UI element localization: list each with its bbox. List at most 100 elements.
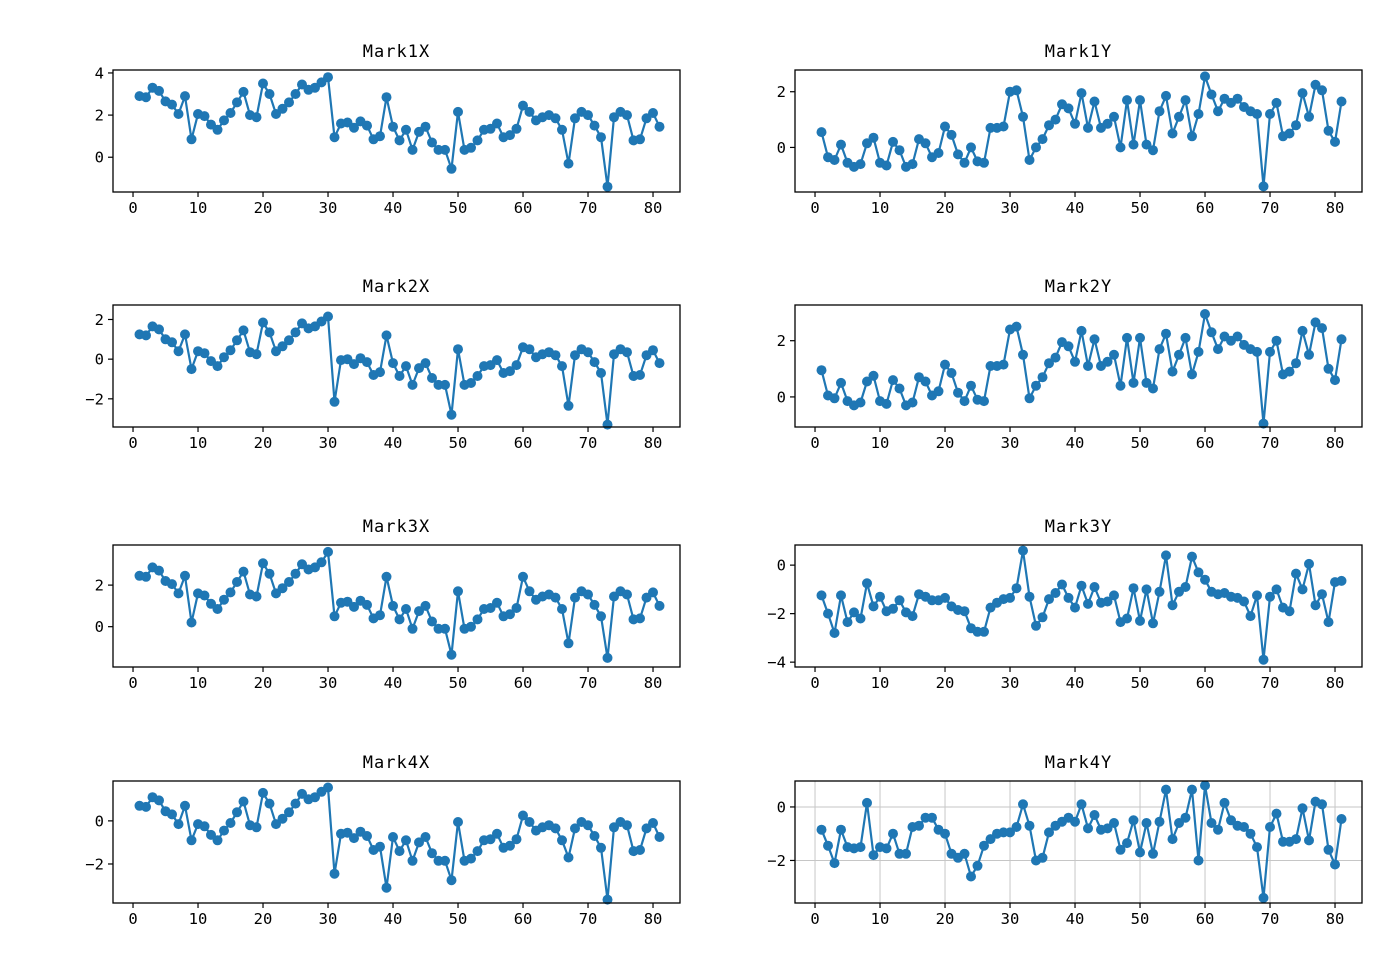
data-point-marker (1148, 848, 1158, 859)
chart-svg-mark2y: 0 10 20 30 40 50 60 70 80 0 2 (777, 304, 1363, 452)
data-point-marker (635, 134, 645, 145)
data-point-marker (420, 121, 431, 132)
data-point-marker (453, 106, 463, 117)
data-point-marker (1336, 814, 1347, 824)
data-point-marker (1076, 325, 1087, 336)
data-point-marker (829, 393, 840, 404)
data-point-marker (1135, 332, 1145, 343)
data-point-marker (979, 626, 989, 637)
data-point-marker (362, 831, 372, 841)
x-tick-label: 0 (810, 199, 819, 217)
data-point-marker (141, 330, 151, 341)
data-point-marker (524, 817, 535, 827)
data-point-marker (836, 139, 846, 150)
data-point-marker (1141, 818, 1152, 828)
x-tick-label: 10 (189, 910, 208, 928)
data-point-marker (635, 845, 645, 855)
data-point-marker (583, 110, 593, 121)
axes-spines (112, 69, 681, 193)
data-point-marker (907, 397, 918, 408)
data-point-marker (401, 835, 411, 846)
data-point-marker (375, 841, 385, 852)
chart-mark2x: Mark2X 0 10 20 30 40 50 60 70 80 −2 0 2 (33, 275, 695, 453)
y-tick-label: −2 (767, 852, 786, 870)
data-point-marker (349, 122, 359, 133)
x-tick-label: 20 (254, 434, 273, 452)
data-point-marker (349, 359, 359, 370)
data-point-marker (894, 595, 905, 606)
data-point-marker (1180, 812, 1191, 823)
x-tick-label: 60 (514, 199, 533, 217)
data-point-marker (602, 419, 613, 430)
x-tick-label: 80 (1326, 674, 1345, 692)
data-point-marker (1024, 820, 1035, 831)
y-tick-label: 0 (777, 388, 786, 406)
data-point-marker (446, 409, 457, 420)
data-point-marker (583, 347, 593, 358)
x-tick-label: 80 (644, 674, 663, 692)
data-point-marker (953, 149, 963, 160)
data-point-marker (212, 361, 223, 372)
data-point-marker (596, 132, 606, 143)
y-tick-label: 0 (777, 557, 786, 575)
data-point-marker (180, 800, 190, 811)
data-point-marker (492, 355, 502, 366)
data-point-marker (258, 78, 268, 89)
data-point-marker (1265, 346, 1275, 357)
x-tick-label: 0 (810, 910, 819, 928)
data-point-marker (238, 325, 249, 336)
data-point-marker (1018, 799, 1028, 810)
data-point-marker (1304, 835, 1314, 846)
data-point-marker (1206, 818, 1217, 828)
data-point-marker (1037, 372, 1048, 383)
y-tick-label: 2 (95, 107, 104, 125)
data-point-marker (1336, 334, 1347, 345)
data-point-marker (199, 590, 210, 601)
data-point-marker (238, 86, 249, 97)
data-point-marker (251, 591, 262, 602)
chart-svg-mark4y: 0 10 20 30 40 50 60 70 80 −2 0 (767, 780, 1363, 928)
data-point-marker (894, 145, 905, 156)
data-point-marker (816, 590, 827, 601)
data-point-marker (648, 108, 658, 118)
data-point-marker (154, 324, 164, 335)
data-point-marker (329, 868, 340, 879)
data-point-marker (1031, 620, 1041, 631)
x-tick-label: 80 (644, 910, 663, 928)
data-point-marker (1018, 111, 1028, 122)
data-point-marker (1252, 590, 1262, 601)
data-point-marker (596, 368, 606, 378)
data-point-marker (570, 350, 580, 361)
data-point-marker (875, 591, 885, 602)
data-point-marker (1174, 111, 1184, 122)
data-point-marker (881, 160, 892, 171)
data-point-marker (492, 828, 502, 839)
x-tick-label: 40 (1066, 674, 1085, 692)
data-point-marker (186, 364, 197, 375)
data-point-marker (225, 818, 236, 828)
data-point-marker (589, 599, 600, 610)
data-point-marker (1005, 592, 1015, 603)
data-point-marker (427, 848, 437, 859)
data-point-marker (1193, 346, 1204, 357)
data-point-marker (388, 358, 398, 369)
data-point-marker (440, 623, 450, 634)
data-point-marker (290, 798, 301, 809)
y-tick-label: 0 (95, 149, 104, 167)
chart-mark1x: Mark1X 0 10 20 30 40 50 60 70 80 0 2 4 (33, 40, 695, 218)
y-tick-label: −2 (85, 390, 104, 408)
x-tick-label: 0 (128, 674, 137, 692)
data-point-marker (1115, 142, 1126, 153)
data-point-marker (401, 604, 411, 614)
data-point-marker (1148, 618, 1158, 629)
data-point-marker (1336, 96, 1347, 107)
data-point-marker (1258, 418, 1269, 429)
data-point-marker (570, 823, 580, 834)
data-point-marker (927, 812, 937, 823)
data-point-marker (362, 599, 372, 610)
data-point-marker (1291, 568, 1301, 579)
data-point-marker (1089, 334, 1100, 345)
data-point-marker (1122, 332, 1132, 343)
x-tick-label: 10 (189, 199, 208, 217)
y-tick-label: 2 (95, 577, 104, 595)
